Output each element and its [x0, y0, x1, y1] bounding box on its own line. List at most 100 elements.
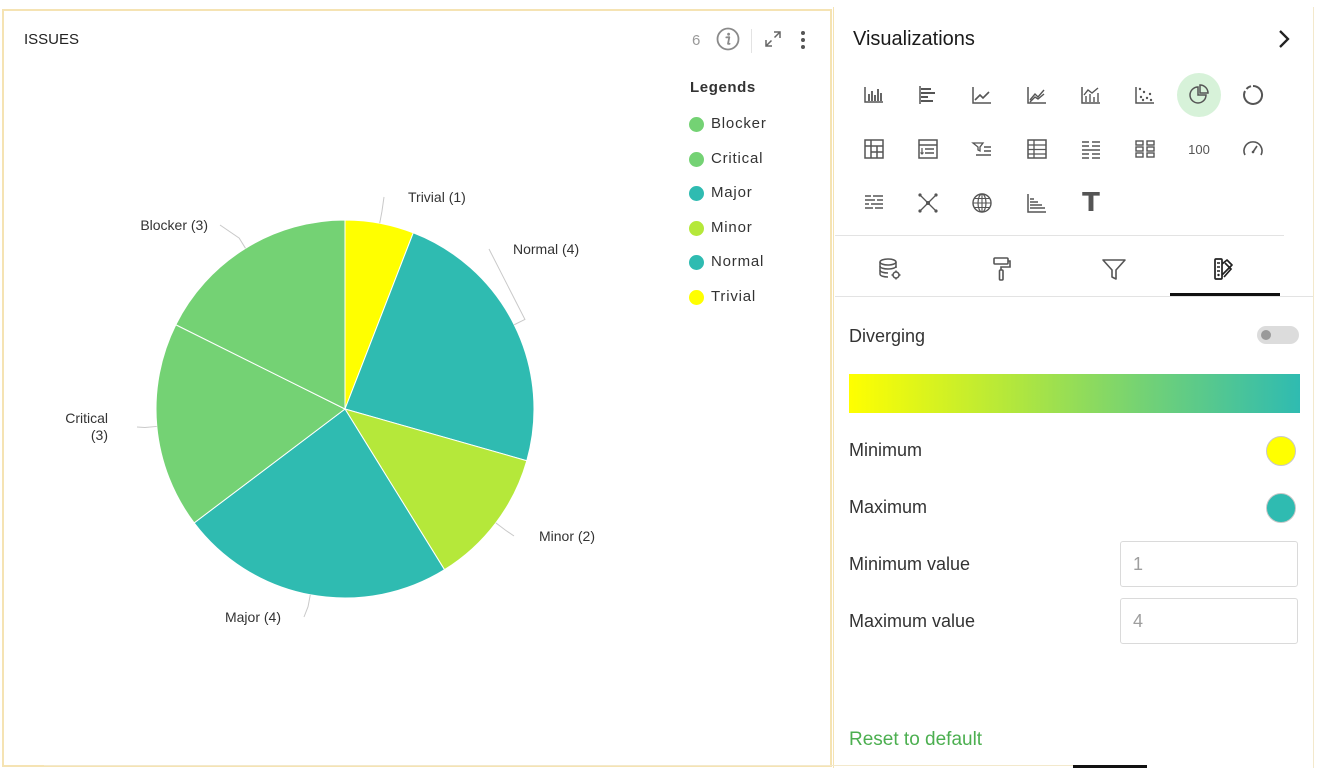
panel-right-border: [1313, 7, 1314, 768]
tab-data[interactable]: [835, 247, 945, 295]
chevron-right-icon[interactable]: [1275, 28, 1293, 55]
legend-item[interactable]: Blocker: [689, 115, 767, 150]
legend-color-dot: [689, 255, 704, 271]
legend-item[interactable]: Trivial: [689, 288, 767, 323]
divider: [835, 296, 1313, 297]
pie-slice-major[interactable]: [193, 408, 446, 599]
bottom-border: [44, 765, 1074, 766]
pie-data-label: Major (4): [225, 609, 281, 625]
maximum-value-label: Maximum value: [849, 611, 976, 631]
viz-type-gauge[interactable]: [1231, 127, 1275, 171]
viz-type-histogram[interactable]: [1015, 181, 1059, 225]
viz-type-detail-table[interactable]: [1069, 127, 1113, 171]
legend-label: Critical: [711, 149, 764, 167]
tiles-icon: [1133, 137, 1157, 161]
chart-widget: ISSUES 6 Trivial (1) Normal (4) Minor (2) M…: [2, 9, 832, 767]
toggle-knob: [1261, 330, 1271, 340]
viz-type-column-chart[interactable]: [852, 73, 896, 117]
label-leader-line: [379, 196, 385, 224]
viz-type-area-chart[interactable]: [1015, 73, 1059, 117]
pie-chart: Trivial (1) Normal (4) Minor (2) Major (4) C…: [65, 189, 595, 625]
more-vertical-icon[interactable]: [795, 29, 811, 56]
minimum-label: Minimum: [849, 440, 923, 460]
pie-data-label: Minor (2): [539, 528, 595, 544]
heatmap-icon: [862, 191, 886, 215]
detail-table-icon: [1079, 137, 1103, 161]
pivot-table-icon: [862, 137, 886, 161]
viz-type-line-chart[interactable]: [960, 73, 1004, 117]
widget-title: ISSUES: [24, 31, 80, 48]
legend-title: Legends: [690, 79, 756, 96]
legend-item[interactable]: Major: [689, 184, 767, 219]
info-icon[interactable]: [716, 27, 740, 56]
maximum-color-swatch[interactable]: [1266, 493, 1296, 523]
viz-type-scatter-chart[interactable]: [1123, 73, 1167, 117]
label-leader-line: [488, 248, 526, 326]
tab-format[interactable]: [947, 247, 1057, 295]
area-chart-icon: [1025, 83, 1049, 107]
label-leader-line: [495, 522, 515, 537]
maximum-value-input[interactable]: [1120, 598, 1298, 644]
gauge-icon: [1241, 137, 1265, 161]
database-settings-icon: [877, 256, 903, 287]
viz-type-tiles[interactable]: [1123, 127, 1167, 171]
filter-icon: [1101, 256, 1127, 287]
horizontal-scrollbar-thumb[interactable]: [1073, 765, 1147, 768]
legend-color-dot: [689, 220, 704, 236]
color-palette-icon: [1212, 256, 1238, 287]
pie-slice-minor[interactable]: [343, 408, 528, 571]
viz-type-combo-chart[interactable]: [1069, 73, 1113, 117]
globe-map-icon: [970, 191, 994, 215]
legend-label: Minor: [711, 218, 753, 236]
combo-chart-icon: [1079, 83, 1103, 107]
viz-type-bar-chart[interactable]: [906, 73, 950, 117]
panel-title: Visualizations: [853, 28, 975, 50]
visualizations-panel: Visualizations 100 T: [835, 7, 1313, 768]
legend-label: Blocker: [711, 115, 767, 132]
viz-type-filter-list[interactable]: [960, 127, 1004, 171]
legend-item[interactable]: Minor: [689, 219, 767, 254]
scatter-chart-icon: [1133, 83, 1157, 107]
legend-color-dot: [689, 289, 704, 305]
label-leader-line: [219, 224, 246, 249]
table-icon: [1025, 137, 1049, 161]
paint-roller-icon: [989, 256, 1015, 287]
viz-type-drill-table[interactable]: [906, 127, 950, 171]
viz-type-pivot-table[interactable]: [852, 127, 896, 171]
viz-type-donut-chart[interactable]: [1231, 73, 1275, 117]
legend-item[interactable]: Critical: [689, 150, 767, 185]
pie-data-label: Critical (3): [65, 410, 108, 443]
viz-type-globe-map[interactable]: [960, 181, 1004, 225]
pie-slice-blocker[interactable]: [175, 219, 346, 410]
legend-label: Normal: [711, 253, 765, 271]
viz-type-table[interactable]: [1015, 127, 1059, 171]
viz-type-text[interactable]: T: [1069, 181, 1113, 225]
viz-type-number[interactable]: 100: [1177, 127, 1221, 171]
divider: [835, 235, 1284, 236]
maximum-label: Maximum: [849, 497, 928, 517]
label-leader-line: [303, 594, 311, 618]
color-gradient-preview: [849, 374, 1300, 413]
minimum-value-label: Minimum value: [849, 554, 971, 574]
header-divider: [751, 29, 752, 53]
network-icon: [916, 191, 940, 215]
number-icon: 100: [1188, 141, 1210, 157]
viz-type-heatmap[interactable]: [852, 181, 896, 225]
pie-data-label: Trivial (1): [408, 189, 466, 205]
legend-item[interactable]: Normal: [689, 253, 767, 288]
tab-colors[interactable]: [1170, 247, 1280, 296]
legend-label: Major: [711, 184, 753, 202]
line-chart-icon: [970, 83, 994, 107]
viz-type-pie-chart[interactable]: [1177, 73, 1221, 117]
record-count: 6: [692, 32, 701, 49]
reset-to-default-link[interactable]: Reset to default: [849, 729, 983, 750]
expand-icon[interactable]: [764, 30, 782, 53]
tab-filter[interactable]: [1059, 247, 1169, 295]
minimum-color-swatch[interactable]: [1266, 436, 1296, 466]
pie-slice-critical[interactable]: [155, 324, 346, 524]
pie-slice-normal[interactable]: [344, 232, 535, 462]
minimum-value-input[interactable]: [1120, 541, 1298, 587]
viz-type-network[interactable]: [906, 181, 950, 225]
diverging-toggle[interactable]: [1257, 326, 1299, 344]
legend-color-dot: [689, 186, 704, 202]
